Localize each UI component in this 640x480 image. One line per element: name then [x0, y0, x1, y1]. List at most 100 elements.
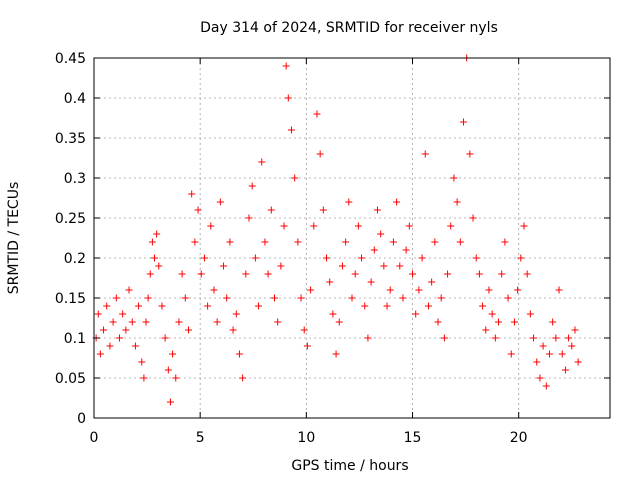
data-point	[530, 334, 538, 342]
y-axis-label: SRMTID / TECUs	[6, 182, 22, 295]
data-point	[558, 350, 566, 358]
data-point	[115, 334, 123, 342]
data-point	[377, 230, 385, 238]
data-point	[264, 270, 272, 278]
data-point	[169, 350, 177, 358]
data-point	[488, 310, 496, 318]
data-point	[545, 350, 553, 358]
data-point	[148, 238, 156, 246]
data-point	[434, 318, 442, 326]
data-point	[501, 238, 509, 246]
data-point	[373, 206, 381, 214]
data-point	[100, 326, 108, 334]
data-point	[370, 246, 378, 254]
data-point	[536, 374, 544, 382]
data-point	[348, 294, 356, 302]
data-point	[119, 310, 127, 318]
data-point	[453, 198, 461, 206]
data-point	[297, 294, 305, 302]
data-point	[329, 310, 337, 318]
axes: 0 0.05 0.1 0.15 0.2 0.25 0.3 0.35 0.4 0.45 0 5 10 15 2…	[55, 51, 610, 446]
data-point	[323, 254, 331, 262]
data-point	[338, 262, 346, 270]
data-point	[175, 318, 183, 326]
data-point	[367, 278, 375, 286]
data-point	[393, 198, 401, 206]
data-point	[428, 278, 436, 286]
data-point	[270, 294, 278, 302]
data-point	[549, 318, 557, 326]
data-point	[412, 310, 420, 318]
data-point	[326, 278, 334, 286]
data-point	[274, 318, 282, 326]
data-point	[415, 286, 423, 294]
data-point	[517, 254, 525, 262]
x-tick-label: 0	[90, 430, 99, 446]
data-point	[459, 118, 467, 126]
data-point	[571, 326, 579, 334]
data-point	[396, 262, 404, 270]
data-point	[450, 174, 458, 182]
data-point	[479, 302, 487, 310]
data-point	[313, 110, 321, 118]
data-point	[178, 270, 186, 278]
x-tick-label: 10	[297, 430, 315, 446]
data-point	[194, 206, 202, 214]
data-point	[109, 318, 117, 326]
data-point	[220, 262, 228, 270]
data-point	[399, 294, 407, 302]
data-point	[431, 238, 439, 246]
x-tick-label: 20	[510, 430, 528, 446]
data-point	[125, 286, 133, 294]
data-point	[122, 326, 130, 334]
data-point	[282, 62, 290, 70]
data-point	[335, 318, 343, 326]
data-point	[184, 326, 192, 334]
data-point	[555, 286, 563, 294]
data-point	[158, 302, 166, 310]
data-point	[504, 294, 512, 302]
data-point	[485, 286, 493, 294]
data-point	[242, 270, 250, 278]
data-point	[142, 318, 150, 326]
data-point	[300, 326, 308, 334]
data-point	[280, 222, 288, 230]
data-point	[310, 222, 318, 230]
data-point	[155, 262, 163, 270]
data-point	[151, 254, 159, 262]
data-point	[565, 334, 573, 342]
data-point	[235, 350, 243, 358]
data-point	[405, 222, 413, 230]
data-point	[166, 398, 174, 406]
data-point	[216, 198, 224, 206]
data-point	[409, 270, 417, 278]
data-point	[418, 254, 426, 262]
data-point	[561, 366, 569, 374]
data-point	[444, 270, 452, 278]
data-point	[96, 350, 104, 358]
data-point	[291, 174, 299, 182]
data-point	[354, 222, 362, 230]
data-point	[144, 294, 152, 302]
y-tick-label: 0.4	[64, 91, 86, 107]
data-point	[181, 294, 189, 302]
data-point	[200, 254, 208, 262]
data-point	[255, 302, 263, 310]
data-point	[402, 246, 410, 254]
data-point	[261, 238, 269, 246]
data-point	[542, 382, 550, 390]
data-point	[207, 222, 215, 230]
data-point	[284, 94, 292, 102]
data-point	[574, 358, 582, 366]
data-point	[131, 342, 139, 350]
y-tick-label: 0.05	[55, 371, 86, 387]
data-point	[466, 150, 474, 158]
data-point	[223, 294, 231, 302]
y-tick-label: 0	[77, 411, 86, 427]
data-point	[112, 294, 120, 302]
data-point	[472, 254, 480, 262]
data-point	[140, 374, 148, 382]
data-point	[210, 286, 218, 294]
data-point	[232, 310, 240, 318]
data-point	[507, 350, 515, 358]
